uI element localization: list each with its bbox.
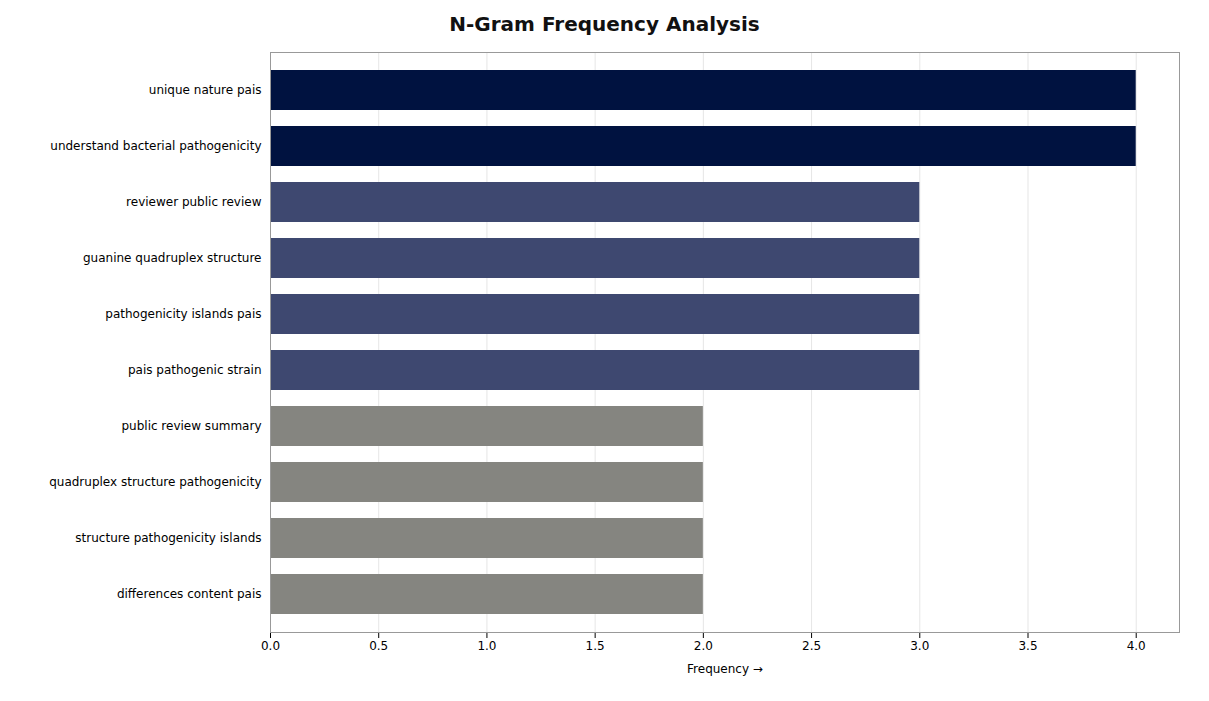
svg-text:reviewer public review: reviewer public review: [126, 195, 262, 209]
svg-text:public review summary: public review summary: [121, 419, 261, 433]
svg-text:Frequency →: Frequency →: [687, 662, 763, 676]
svg-text:differences content pais: differences content pais: [117, 587, 262, 601]
svg-text:0.0: 0.0: [261, 639, 280, 653]
svg-text:structure pathogenicity island: structure pathogenicity islands: [75, 531, 261, 545]
svg-text:1.0: 1.0: [477, 639, 496, 653]
svg-text:unique nature pais: unique nature pais: [149, 83, 262, 97]
svg-text:0.5: 0.5: [369, 639, 388, 653]
svg-text:1.5: 1.5: [586, 639, 605, 653]
svg-text:3.0: 3.0: [910, 639, 929, 653]
svg-text:understand bacterial pathogeni: understand bacterial pathogenicity: [50, 139, 261, 153]
svg-text:3.5: 3.5: [1018, 639, 1037, 653]
svg-text:2.5: 2.5: [802, 639, 821, 653]
svg-text:4.0: 4.0: [1127, 639, 1146, 653]
svg-text:pais pathogenic strain: pais pathogenic strain: [128, 363, 262, 377]
svg-text:quadruplex structure pathogeni: quadruplex structure pathogenicity: [49, 475, 261, 489]
html-text:N-Gram Frequency Analysis: N-Gram Frequency Analysis: [449, 12, 760, 36]
svg-text:guanine quadruplex structure: guanine quadruplex structure: [83, 251, 262, 265]
svg-text:2.0: 2.0: [694, 639, 713, 653]
svg-text:pathogenicity islands pais: pathogenicity islands pais: [105, 307, 261, 321]
